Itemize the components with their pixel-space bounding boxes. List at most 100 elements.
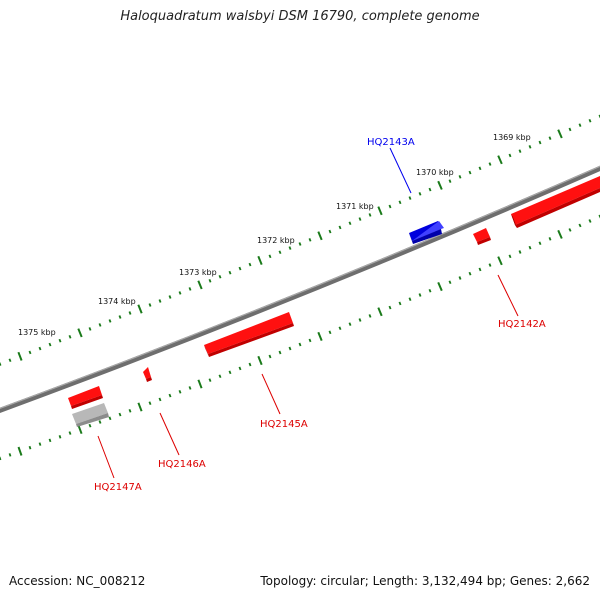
gene-hq2146a[interactable]	[143, 367, 152, 382]
outer-minor-tick	[408, 196, 412, 200]
outer-minor-tick	[308, 238, 312, 242]
outer-minor-tick	[28, 350, 32, 355]
genome-summary: Topology: circular; Length: 3,132,494 bp…	[260, 574, 590, 588]
outer-minor-tick	[0, 362, 2, 366]
outer-minor-tick	[38, 346, 42, 351]
inner-minor-tick	[168, 393, 172, 398]
outer-minor-tick	[298, 242, 302, 246]
gene-hq2143a[interactable]	[409, 221, 444, 244]
outer-minor-tick	[158, 299, 162, 303]
inner-minor-tick	[158, 397, 162, 402]
inner-minor-tick	[0, 456, 2, 461]
inner-minor-tick	[28, 445, 32, 450]
outer-minor-tick	[148, 303, 152, 307]
outer-minor-tick	[288, 246, 292, 250]
outer-major-tick	[197, 280, 203, 290]
gene-hq2142a-small[interactable]	[473, 228, 491, 245]
outer-minor-tick	[368, 213, 372, 217]
outer-minor-tick	[98, 323, 102, 327]
inner-major-tick	[77, 424, 83, 435]
inner-major-tick	[17, 446, 23, 456]
outer-minor-tick	[418, 192, 422, 196]
outer-minor-tick	[358, 217, 362, 221]
outer-minor-tick	[478, 166, 482, 171]
inner-major-tick	[137, 402, 143, 412]
outer-minor-tick	[208, 278, 212, 283]
gene-hq2145a[interactable]	[204, 312, 294, 357]
outer-minor-tick	[388, 204, 392, 209]
outer-minor-tick	[518, 149, 522, 153]
gene-pseudo[interactable]	[72, 403, 109, 427]
inner-minor-tick	[188, 386, 192, 390]
leader-hq2143a	[389, 147, 412, 194]
inner-minor-tick	[48, 438, 52, 443]
inner-major-tick	[197, 379, 203, 389]
inner-major-tick	[437, 282, 443, 292]
outer-minor-tick	[528, 145, 532, 149]
inner-major-tick	[557, 229, 563, 239]
inner-minor-tick	[8, 453, 12, 457]
outer-major-tick	[257, 255, 263, 265]
inner-minor-tick	[468, 271, 472, 276]
kbp-tick-label: 1371 kbp	[336, 202, 374, 211]
outer-minor-tick	[338, 225, 342, 230]
kbp-tick-label: 1374 kbp	[98, 297, 136, 306]
kbp-tick-labels: 1369 kbp 1370 kbp 1371 kbp 1372 kbp 1373 kbp…	[18, 133, 531, 337]
kbp-tick-label: 1375 kbp	[18, 328, 56, 337]
inner-minor-tick	[458, 276, 462, 280]
inner-minor-tick	[58, 435, 62, 439]
outer-minor-tick	[548, 136, 552, 140]
genome-backbone	[0, 165, 600, 413]
inner-minor-tick	[288, 346, 292, 351]
inner-major-tick	[317, 331, 323, 341]
outer-minor-tick	[328, 229, 332, 234]
inner-minor-tick	[448, 280, 452, 285]
label-hq2145a: HQ2145A	[260, 419, 308, 430]
inner-minor-tick	[478, 267, 482, 272]
inner-minor-tick	[148, 401, 152, 406]
kbp-tick-label: 1372 kbp	[257, 236, 295, 245]
inner-minor-tick	[98, 420, 102, 424]
inner-minor-tick	[568, 228, 572, 232]
leader-hq2146a	[159, 412, 180, 456]
inner-minor-tick	[388, 305, 392, 310]
inner-minor-tick	[398, 301, 402, 306]
leader-hq2147a	[97, 435, 115, 479]
genome-title: Haloquadratum walsbyi DSM 16790, complet…	[120, 9, 480, 24]
outer-major-tick	[317, 231, 323, 241]
inner-minor-tick	[308, 338, 312, 343]
outer-minor-tick	[348, 221, 352, 226]
gene-hq2142a[interactable]	[511, 176, 600, 228]
outer-minor-tick	[8, 358, 12, 363]
inner-minor-tick	[538, 241, 542, 246]
kbp-tick-label: 1370 kbp	[416, 168, 454, 177]
inner-minor-tick	[328, 330, 332, 335]
outer-minor-tick	[578, 123, 582, 127]
inner-minor-tick	[338, 326, 342, 331]
inner-minor-tick	[428, 288, 432, 293]
outer-minor-tick	[58, 338, 62, 343]
inner-tick-dots	[0, 214, 600, 461]
inner-minor-tick	[178, 389, 182, 394]
outer-minor-tick	[238, 266, 242, 271]
inner-major-tick	[257, 355, 263, 366]
inner-minor-tick	[88, 423, 92, 428]
outer-minor-tick	[128, 311, 132, 315]
inner-minor-tick	[238, 366, 242, 371]
outer-minor-tick	[568, 127, 572, 132]
outer-minor-tick	[588, 118, 592, 123]
inner-minor-tick	[408, 297, 412, 302]
outer-minor-tick	[278, 250, 282, 255]
outer-minor-tick	[448, 179, 452, 183]
inner-minor-tick	[218, 374, 222, 379]
inner-minor-tick	[418, 293, 422, 297]
inner-minor-tick	[518, 250, 522, 254]
outer-minor-tick	[508, 153, 512, 158]
gene-hq2147a[interactable]	[68, 386, 103, 409]
outer-minor-tick	[188, 287, 192, 291]
label-hq2142a: HQ2142A	[498, 319, 546, 330]
inner-minor-tick	[118, 412, 122, 417]
inner-minor-tick	[528, 245, 532, 250]
inner-minor-tick	[488, 263, 492, 267]
